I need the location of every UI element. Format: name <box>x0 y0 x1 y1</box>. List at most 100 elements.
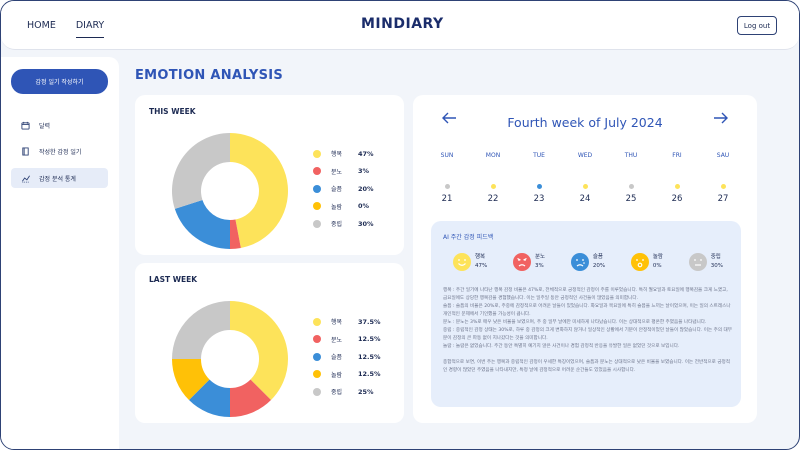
ai-emotion-pct: 47% <box>475 263 488 269</box>
legend-swatch <box>313 387 321 396</box>
donut-slice-놀람 <box>172 359 210 401</box>
emotion-dot <box>490 184 496 189</box>
legend-item: 중립 25% <box>313 383 381 401</box>
legend-swatch <box>313 317 321 326</box>
legend-label: 분노 <box>331 336 343 344</box>
day-name: FRI <box>672 152 682 159</box>
happy-face-icon <box>453 253 471 271</box>
ai-emotion-pct: 30% <box>710 263 723 269</box>
ai-feedback-paragraph: 행복 : 주간 일기에 나타난 행복 감정 비율은 47%로, 전체적으로 긍정… <box>443 288 728 301</box>
card-title: THIS WEEK <box>149 107 196 116</box>
sidebar-item-emotion-stats[interactable]: 감정 분석 통계 <box>11 168 108 188</box>
sidebar-item-label: 감정 분석 통계 <box>39 175 76 183</box>
week-title: Fourth week of July 2024 <box>507 115 663 130</box>
legend-value: 0% <box>358 202 370 211</box>
logo[interactable]: MINDIARY <box>361 16 444 32</box>
legend-label: 행복 <box>331 151 343 159</box>
ai-feedback-box: AI 주간 감정 피드백 행복 47% 분노 3% 슬픔 20% 놀람 0% 중립 30% 행복 … <box>431 221 741 407</box>
sidebar-item-written-diaries[interactable]: 작성한 감정 일기 <box>11 141 108 161</box>
nav-diary[interactable]: DIARY <box>75 20 105 38</box>
legend-swatch <box>313 184 321 193</box>
emotion-dot <box>628 184 634 189</box>
legend-item: 슬픔 20% <box>313 180 374 198</box>
ai-emotion-text: 분노 3% <box>535 253 545 271</box>
card-title: LAST WEEK <box>149 275 198 284</box>
last-week-donut-chart <box>172 301 288 417</box>
this-week-donut-chart <box>172 133 288 249</box>
ai-feedback-paragraph: 슬픔 : 슬픔의 비율은 20%로, 주중에 감정적으로 어려운 날들이 있었습… <box>443 304 731 317</box>
surprised-face-icon <box>630 253 649 271</box>
legend-item: 슬픔 12.5% <box>313 348 381 366</box>
legend-value: 12.5% <box>358 352 381 361</box>
legend-value: 25% <box>358 387 374 396</box>
day-date: 23 <box>533 194 545 204</box>
donut-slice-슬픔 <box>188 379 230 417</box>
nav-home[interactable]: HOME <box>27 20 56 31</box>
legend-value: 20% <box>358 184 374 193</box>
ai-emotion-pct: 0% <box>652 263 662 269</box>
this-week-card: THIS WEEK 행복 47% 분노 3% 슬픔 20% 놀람 0% 중립 30% <box>135 95 404 255</box>
sad-face-icon <box>570 253 589 271</box>
legend-value: 37.5% <box>358 317 381 326</box>
legend-label: 놀람 <box>331 371 343 379</box>
day-date: 26 <box>671 194 683 204</box>
ai-emotion-item: 행복 47% <box>453 253 487 271</box>
weekly-feedback-card: Fourth week of July 2024 SUN 21 MON 22 TUE 23… <box>413 95 757 423</box>
ai-emotion-name: 슬픔 <box>592 254 603 260</box>
ai-feedback-title: AI 주간 감정 피드백 <box>443 234 494 241</box>
legend-swatch <box>313 370 321 379</box>
ai-feedback-paragraph: 종합적으로 보면, 이번 주는 행복과 중립적인 감정이 우세한 특징이었으며,… <box>443 360 731 373</box>
legend-item: 놀람 0% <box>313 198 374 216</box>
donut-slice-분노 <box>230 379 272 417</box>
neutral-face-icon <box>688 253 707 271</box>
ai-emotion-name: 분노 <box>534 254 546 260</box>
day-name: MON <box>485 152 501 159</box>
calendar-day[interactable]: SUN 21 <box>429 152 465 204</box>
day-date: 22 <box>487 194 499 204</box>
legend-item: 행복 47% <box>313 145 374 163</box>
week-days: SUN 21 MON 22 TUE 23 WED 24 THU 25 FRI 26 SAU 27 <box>429 152 741 204</box>
calendar-day[interactable]: SAU 27 <box>705 152 741 204</box>
ai-emotion-item: 슬픔 20% <box>570 253 605 271</box>
prev-week-arrow-icon[interactable] <box>441 110 457 129</box>
ai-emotion-item: 분노 3% <box>512 253 545 271</box>
day-date: 21 <box>441 194 453 204</box>
calendar-day[interactable]: TUE 23 <box>521 152 557 204</box>
this-week-legend: 행복 47% 분노 3% 슬픔 20% 놀람 0% 중립 30% <box>313 145 374 233</box>
legend-item: 분노 12.5% <box>313 331 381 349</box>
day-date: 24 <box>579 194 591 204</box>
legend-item: 놀람 12.5% <box>313 366 381 384</box>
emotion-dot <box>582 184 588 189</box>
chart-icon <box>21 174 31 183</box>
ai-emotion-pct: 20% <box>592 263 606 269</box>
ai-feedback-text: 행복 : 주간 일기에 나타난 행복 감정 비율은 47%로, 전체적으로 긍정… <box>443 287 733 375</box>
legend-label: 슬픔 <box>331 186 343 194</box>
logout-button[interactable]: Log out <box>737 16 777 35</box>
ai-emotion-text: 슬픔 20% <box>593 253 605 271</box>
donut-slice-분노 <box>230 219 241 249</box>
donut-slice-슬픔 <box>174 199 230 249</box>
legend-swatch <box>313 335 321 344</box>
donut-slice-행복 <box>230 301 288 401</box>
legend-label: 분노 <box>331 168 343 176</box>
calendar-day[interactable]: THU 25 <box>613 152 649 204</box>
sidebar-item-calendar[interactable]: 달력 <box>11 115 108 135</box>
ai-emotion-text: 놀람 0% <box>653 253 663 271</box>
legend-value: 12.5% <box>358 335 381 344</box>
calendar-day[interactable]: WED 24 <box>567 152 603 204</box>
day-name: TUE <box>533 152 545 159</box>
legend-label: 행복 <box>331 319 343 327</box>
sidebar-item-label: 작성한 감정 일기 <box>39 148 82 156</box>
day-name: SAU <box>716 152 730 159</box>
legend-swatch <box>313 352 321 361</box>
day-name: SUN <box>440 152 454 159</box>
ai-emotion-pct: 3% <box>534 263 544 269</box>
legend-swatch <box>313 202 321 211</box>
ai-emotion-item: 중립 30% <box>688 253 723 271</box>
write-diary-button[interactable]: 감정 일기 작성하기 <box>11 69 108 94</box>
calendar-day[interactable]: MON 22 <box>475 152 511 204</box>
next-week-arrow-icon[interactable] <box>713 110 729 129</box>
calendar-day[interactable]: FRI 26 <box>659 152 695 204</box>
book-icon <box>21 146 31 156</box>
